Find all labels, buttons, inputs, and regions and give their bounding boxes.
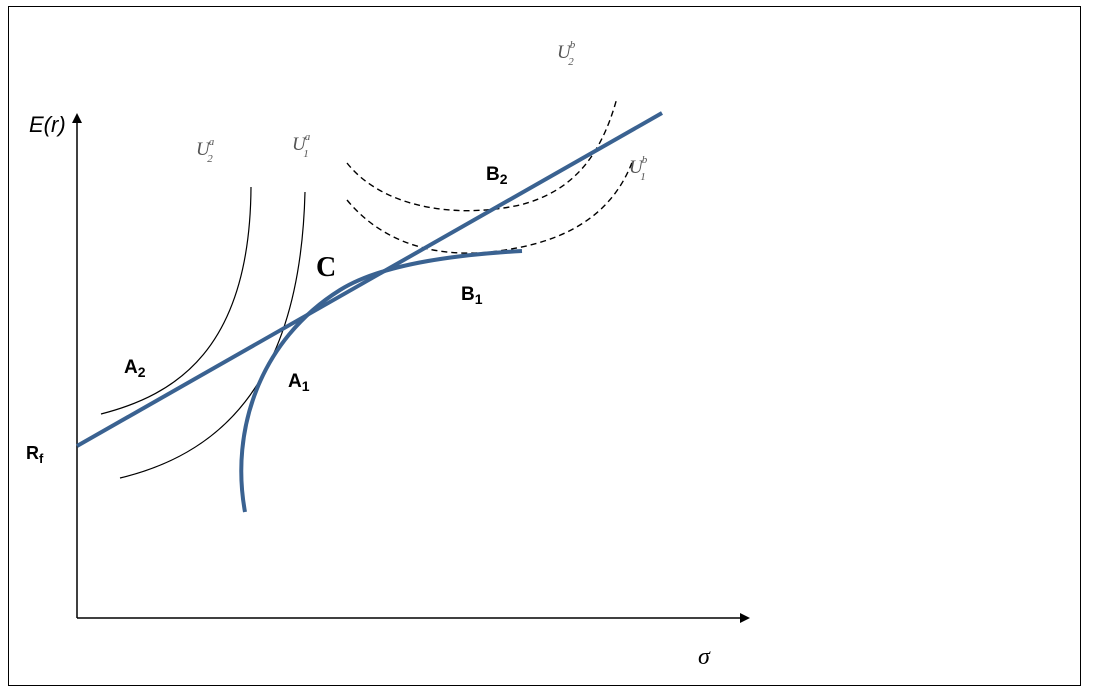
point-a1-label: A1 bbox=[288, 371, 310, 394]
x-axis-label: σ bbox=[698, 644, 711, 670]
label-u1a: Ua 1 bbox=[292, 131, 311, 160]
indifference-curve-u1a bbox=[119, 191, 306, 479]
risk-free-label: Rf bbox=[26, 443, 44, 466]
label-u2a: Ua 2 bbox=[196, 136, 215, 165]
indifference-curve-u2b bbox=[346, 97, 618, 212]
y-axis-label: E(r) bbox=[29, 112, 66, 137]
point-c-label: C bbox=[316, 252, 336, 283]
efficient-frontier bbox=[239, 249, 523, 513]
point-b2-label: B2 bbox=[486, 164, 508, 187]
point-a2-label: A2 bbox=[124, 357, 146, 380]
diagram-frame bbox=[8, 6, 1081, 686]
label-u2b: Ub 2 bbox=[557, 39, 576, 68]
label-u1b: Ub 1 bbox=[629, 154, 648, 183]
indifference-curve-u1b bbox=[346, 159, 634, 254]
point-b1-label: B1 bbox=[461, 284, 483, 307]
indifference-curve-u2a bbox=[100, 186, 252, 415]
capital-market-line bbox=[76, 111, 663, 448]
